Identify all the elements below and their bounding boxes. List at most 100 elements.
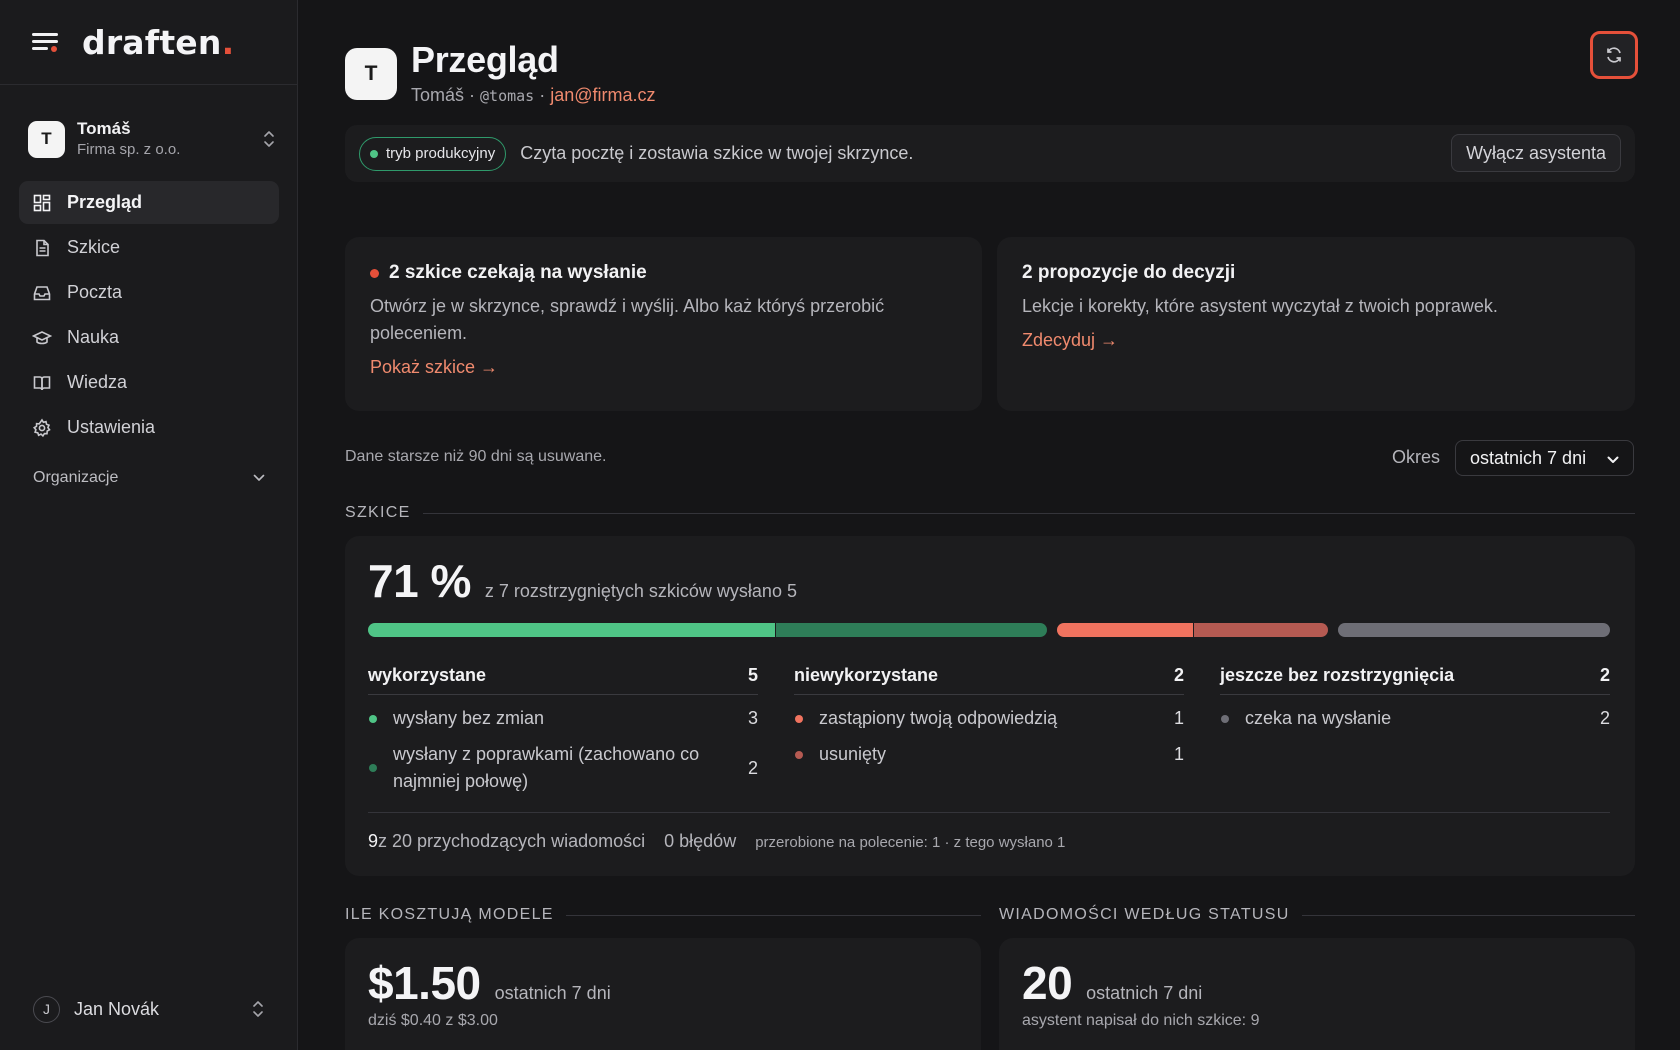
sidebar-item-label: Szkice: [67, 237, 121, 257]
period-selected: ostatnich 7 dni: [1470, 447, 1587, 468]
refresh-icon: [1607, 47, 1621, 63]
disable-assistant-button[interactable]: Wyłącz asystenta: [1451, 134, 1621, 172]
gear-icon: [32, 418, 52, 438]
sidebar-nav: Przegląd Szkice Poczta Nauka Wiedza: [19, 181, 279, 451]
show-drafts-link[interactable]: Pokaż szkice →: [370, 357, 499, 377]
book-icon: [32, 373, 52, 393]
sidebar-item-label: Nauka: [67, 327, 120, 347]
errors-count: 0 błędów: [664, 831, 737, 851]
row-label: usunięty: [819, 744, 887, 764]
decide-link[interactable]: Zdecyduj →: [1022, 330, 1119, 350]
column-total: 2: [1173, 665, 1184, 685]
sidebar-item-przeglad[interactable]: Przegląd: [19, 181, 279, 224]
row-label: zastąpiony twoją odpowiedzią: [819, 708, 1058, 728]
brand-bar: draften.: [0, 0, 297, 85]
sent-percent: 71 %: [368, 555, 471, 607]
list-item: wysłany z poprawkami (zachowano co najmn…: [368, 741, 758, 795]
retention-note: Dane starsze niż 90 dni są usuwane.: [345, 448, 607, 465]
row-value: 3: [747, 708, 758, 728]
separator: ·: [534, 85, 551, 105]
header-avatar: T: [345, 48, 397, 100]
divider: [368, 812, 1610, 813]
column-used: wykorzystane 5 wysłany bez zmian 3 wysłan…: [368, 657, 758, 795]
sidebar-item-label: Wiedza: [67, 372, 128, 392]
refresh-button[interactable]: [1590, 31, 1638, 79]
chevron-up-down-icon: [262, 130, 276, 148]
sidebar-item-poczta[interactable]: Poczta: [19, 271, 279, 314]
period-label: Okres: [1392, 447, 1441, 467]
row-label: wysłany z poprawkami (zachowano co najmn…: [393, 744, 700, 791]
column-title: wykorzystane: [368, 665, 487, 685]
bar-segment-sent_edited: [776, 623, 1047, 637]
list-item: usunięty 1: [794, 741, 1184, 768]
legend-dot: [1221, 715, 1229, 723]
bar-segment-deleted: [1193, 623, 1329, 637]
cost-period: ostatnich 7 dni: [494, 983, 611, 1003]
section-heading-text: WIADOMOŚCI WEDŁUG STATUSU: [999, 906, 1290, 923]
alert-dot: [370, 268, 379, 278]
document-icon: [32, 238, 52, 258]
sidebar-item-label: Poczta: [67, 282, 123, 302]
production-mode-badge: tryb produkcyjny: [359, 136, 507, 171]
proposals-title: 2 propozycje do decyzji: [1022, 262, 1236, 283]
org-switcher[interactable]: T Tomáš Firma sp. z o.o.: [28, 114, 276, 164]
sidebar-item-szkice[interactable]: Szkice: [19, 226, 279, 269]
proposals-body: Lekcje i korekty, które asystent wyczyta…: [1022, 296, 1498, 316]
logo[interactable]: draften.: [82, 22, 235, 62]
row-value: 1: [1173, 744, 1184, 764]
drafts-stats-card: 71 % z 7 rozstrzygniętych szkiców wysłan…: [345, 536, 1635, 876]
list-item: zastąpiony twoją odpowiedzią 1: [794, 705, 1184, 732]
drafts-waiting-body: Otwórz je w skrzynce, sprawdź i wyślij. …: [370, 296, 885, 343]
header-user-name: Tomáš: [411, 85, 465, 105]
section-heading-text: SZKICE: [345, 504, 411, 521]
row-value: 1: [1173, 708, 1184, 728]
legend-dot: [795, 715, 803, 723]
legend-dot: [795, 751, 803, 759]
period-select[interactable]: ostatnich 7 dni: [1455, 440, 1634, 476]
sidebar: draften. T Tomáš Firma sp. z o.o. Przegl…: [0, 0, 298, 1050]
sidebar-item-ustawienia[interactable]: Ustawienia: [19, 406, 279, 449]
legend-dot: [369, 764, 377, 772]
separator: ·: [464, 85, 481, 105]
costs-section-heading: ILE KOSZTUJĄ MODELE: [345, 906, 981, 924]
list-item: czeka na wysłanie 2: [1220, 705, 1610, 732]
sidebar-item-label: Przegląd: [67, 192, 143, 212]
reworked-note: przerobione na polecenie: 1 · z tego wys…: [755, 834, 1066, 851]
menu-icon[interactable]: [32, 31, 60, 53]
message-count: 20: [1022, 957, 1073, 1009]
user-menu[interactable]: J Jan Novák: [33, 994, 265, 1024]
bar-segment-sent_unchanged: [368, 623, 776, 637]
costs-card: $1.50 ostatnich 7 dni dziś $0.40 z $3.00: [345, 938, 981, 1050]
production-mode-text: Czyta pocztę i zostawia szkice w twojej …: [520, 143, 914, 163]
graduation-cap-icon: [32, 328, 52, 348]
incoming-text: z 20 przychodzących wiadomości: [378, 831, 646, 851]
sidebar-item-wiedza[interactable]: Wiedza: [19, 361, 279, 404]
section-heading-text: ILE KOSZTUJĄ MODELE: [345, 906, 554, 923]
page-title: Przegląd: [411, 39, 559, 80]
list-item: wysłany bez zmian 3: [368, 705, 758, 732]
row-label: wysłany bez zmian: [393, 708, 545, 728]
org-name: Tomáš: [77, 119, 131, 138]
status-card: 20 ostatnich 7 dni asystent napisał do n…: [999, 938, 1635, 1050]
sent-percent-desc: z 7 rozstrzygniętych szkiców wysłano 5: [484, 581, 797, 601]
org-company: Firma sp. z o.o.: [77, 141, 181, 158]
user-name: Jan Novák: [74, 998, 160, 1019]
org-avatar: T: [28, 120, 65, 158]
row-value: 2: [747, 757, 758, 778]
production-mode-label: tryb produkcyjny: [386, 145, 496, 162]
sidebar-item-nauka[interactable]: Nauka: [19, 316, 279, 359]
chevron-down-icon: [1607, 448, 1619, 469]
column-title: niewykorzystane: [794, 665, 939, 685]
row-label: czeka na wysłanie: [1245, 708, 1392, 728]
proposals-card: 2 propozycje do decyzji Lekcje i korekty…: [997, 237, 1635, 411]
bar-segment-pending: [1338, 623, 1610, 637]
chevron-up-down-icon: [251, 1000, 265, 1018]
cost-amount: $1.50: [368, 957, 481, 1009]
header-email[interactable]: jan@firma.cz: [550, 85, 656, 105]
message-period: ostatnich 7 dni: [1086, 983, 1203, 1003]
production-mode-bar: tryb produkcyjny Czyta pocztę i zostawia…: [345, 125, 1635, 182]
organizations-toggle[interactable]: Organizacje: [33, 466, 265, 490]
dashboard-icon: [32, 193, 52, 213]
bar-segment-replaced: [1056, 623, 1193, 637]
chevron-down-icon: [253, 469, 265, 487]
